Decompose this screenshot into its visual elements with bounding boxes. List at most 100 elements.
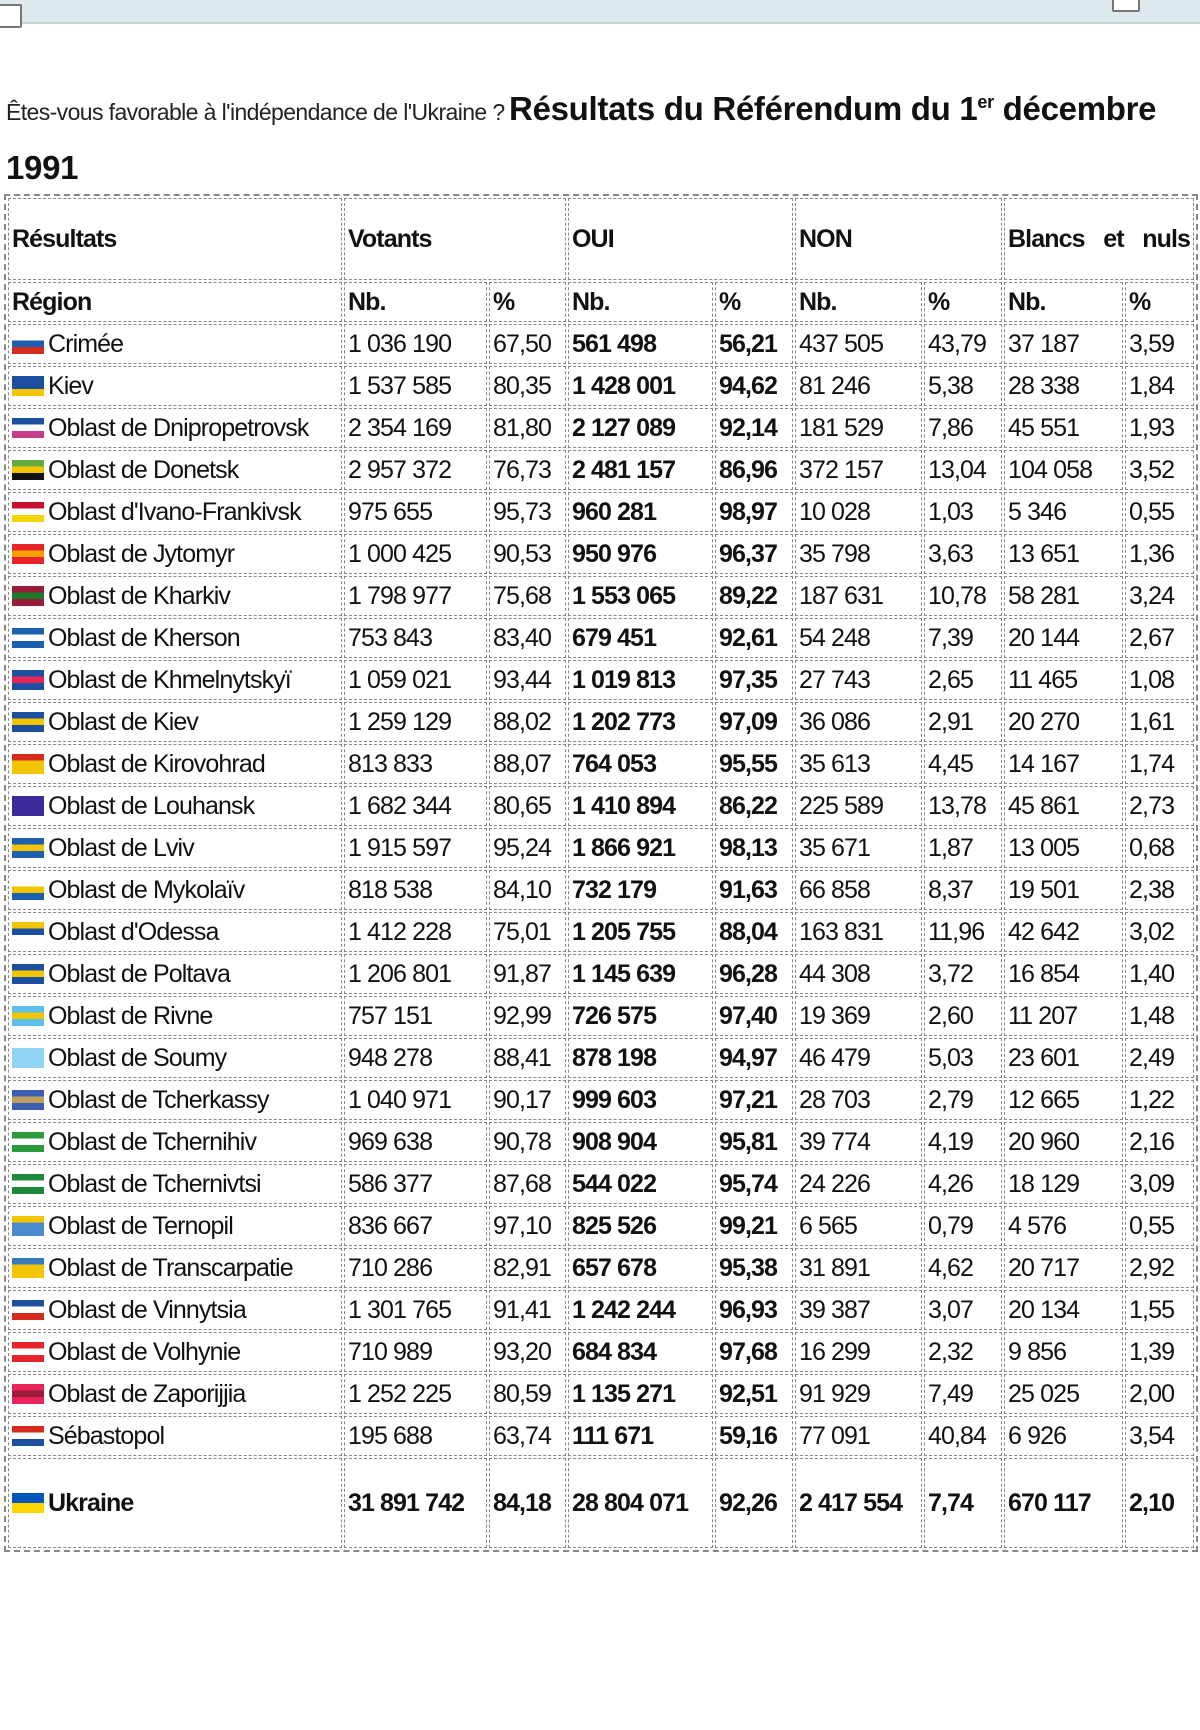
sub-header-4: % — [715, 282, 793, 322]
oui-pct-cell: 94,62 — [715, 366, 793, 406]
blancs-pct-cell: 1,22 — [1125, 1080, 1195, 1120]
oui-pct-cell: 59,16 — [715, 1416, 793, 1456]
table-row: Oblast de Volhynie 710 989 93,20 684 834 97,… — [8, 1332, 1195, 1372]
blancs-pct-cell: 1,39 — [1125, 1332, 1195, 1372]
region-name: Oblast de Zaporijjia — [48, 1380, 246, 1408]
blancs-nb-cell: 11 465 — [1004, 660, 1124, 700]
votants-pct-cell: 88,07 — [489, 744, 566, 784]
flag-icon — [12, 1426, 44, 1446]
region-cell: Oblast d'Ivano-Frankivsk — [8, 492, 342, 532]
blancs-nb-cell: 20 134 — [1004, 1290, 1124, 1330]
oui-pct-cell: 89,22 — [715, 576, 793, 616]
region-name: Oblast de Transcarpatie — [48, 1254, 294, 1282]
votants-nb-cell: 1 252 225 — [344, 1374, 487, 1414]
votants-pct-cell: 80,65 — [489, 786, 566, 826]
heading-pre: Résultats du Référendum du 1 — [509, 90, 978, 127]
region-cell: Oblast de Poltava — [8, 954, 342, 994]
votants-nb-cell: 753 843 — [344, 618, 487, 658]
region-name: Ukraine — [48, 1489, 134, 1517]
blancs-nb-cell: 19 501 — [1004, 870, 1124, 910]
flag-icon — [12, 796, 44, 816]
flag-icon — [12, 670, 44, 690]
left-indent-handle[interactable] — [0, 4, 22, 28]
region-cell: Oblast de Khmelnytskyï — [8, 660, 342, 700]
region-cell: Oblast de Jytomyr — [8, 534, 342, 574]
oui-pct-cell: 98,97 — [715, 492, 793, 532]
votants-nb-cell: 975 655 — [344, 492, 487, 532]
votants-pct-cell: 82,91 — [489, 1248, 566, 1288]
oui-pct-cell: 97,35 — [715, 660, 793, 700]
votants-nb-cell: 1 798 977 — [344, 576, 487, 616]
blancs-nb-cell: 12 665 — [1004, 1080, 1124, 1120]
flag-icon — [12, 502, 44, 522]
region-name: Oblast de Lviv — [48, 834, 195, 862]
sub-header-6: % — [924, 282, 1003, 322]
region-cell: Oblast de Tchernihiv — [8, 1122, 342, 1162]
non-nb-cell: 19 369 — [795, 996, 922, 1036]
oui-nb-cell: 1 242 244 — [568, 1290, 713, 1330]
oui-pct-cell: 96,93 — [715, 1290, 793, 1330]
non-pct-cell: 5,03 — [924, 1038, 1003, 1078]
votants-nb-cell: 1 412 228 — [344, 912, 487, 952]
votants-nb-cell: 1 682 344 — [344, 786, 487, 826]
right-indent-handle[interactable] — [1112, 0, 1140, 12]
votants-nb-cell: 2 957 372 — [344, 450, 487, 490]
region-name: Oblast de Tchernihiv — [48, 1128, 257, 1156]
oui-nb-cell: 999 603 — [568, 1080, 713, 1120]
region-cell: Oblast de Mykolaïv — [8, 870, 342, 910]
blancs-pct-cell: 1,61 — [1125, 702, 1195, 742]
region-cell: Ukraine — [8, 1458, 342, 1548]
blancs-pct-cell: 2,92 — [1125, 1248, 1195, 1288]
oui-nb-cell: 1 145 639 — [568, 954, 713, 994]
non-pct-cell: 1,03 — [924, 492, 1003, 532]
region-cell: Oblast de Tcherkassy — [8, 1080, 342, 1120]
oui-nb-cell: 960 281 — [568, 492, 713, 532]
votants-pct-cell: 67,50 — [489, 324, 566, 364]
flag-icon — [12, 838, 44, 858]
non-nb-cell: 77 091 — [795, 1416, 922, 1456]
blancs-nb-cell: 13 651 — [1004, 534, 1124, 574]
votants-pct-cell: 83,40 — [489, 618, 566, 658]
votants-pct-cell: 90,53 — [489, 534, 566, 574]
region-name: Oblast de Tcherkassy — [48, 1086, 269, 1114]
non-pct-cell: 2,79 — [924, 1080, 1003, 1120]
blancs-nb-cell: 20 270 — [1004, 702, 1124, 742]
document-title: Êtes-vous favorable à l'indépendance de … — [6, 76, 1196, 201]
blancs-pct-cell: 0,55 — [1125, 1206, 1195, 1246]
header-votants: Votants — [344, 198, 566, 280]
votants-pct-cell: 95,24 — [489, 828, 566, 868]
region-name: Oblast de Louhansk — [48, 792, 255, 820]
non-pct-cell: 4,45 — [924, 744, 1003, 784]
votants-nb-cell: 1 036 190 — [344, 324, 487, 364]
table-row: Oblast d'Ivano-Frankivsk 975 655 95,73 960 … — [8, 492, 1195, 532]
flag-icon — [12, 376, 44, 396]
blancs-pct-cell: 3,54 — [1125, 1416, 1195, 1456]
flag-icon — [12, 922, 44, 942]
flag-icon — [12, 418, 44, 438]
table-row: Oblast de Donetsk 2 957 372 76,73 2 481 157… — [8, 450, 1195, 490]
oui-pct-cell: 94,97 — [715, 1038, 793, 1078]
non-nb-cell: 66 858 — [795, 870, 922, 910]
blancs-pct-cell: 2,00 — [1125, 1374, 1195, 1414]
blancs-pct-cell: 2,10 — [1125, 1458, 1195, 1548]
oui-pct-cell: 99,21 — [715, 1206, 793, 1246]
oui-pct-cell: 95,81 — [715, 1122, 793, 1162]
oui-pct-cell: 91,63 — [715, 870, 793, 910]
non-nb-cell: 35 613 — [795, 744, 922, 784]
table-row: Sébastopol 195 688 63,74 111 671 59,16 77 091… — [8, 1416, 1195, 1456]
oui-nb-cell: 950 976 — [568, 534, 713, 574]
non-pct-cell: 1,87 — [924, 828, 1003, 868]
blancs-nb-cell: 670 117 — [1004, 1458, 1124, 1548]
oui-nb-cell: 1 205 755 — [568, 912, 713, 952]
votants-nb-cell: 710 286 — [344, 1248, 487, 1288]
non-nb-cell: 28 703 — [795, 1080, 922, 1120]
blancs-pct-cell: 3,02 — [1125, 912, 1195, 952]
non-nb-cell: 31 891 — [795, 1248, 922, 1288]
flag-icon — [12, 628, 44, 648]
oui-nb-cell: 1 019 813 — [568, 660, 713, 700]
oui-pct-cell: 97,09 — [715, 702, 793, 742]
sub-header-2: % — [489, 282, 566, 322]
blancs-pct-cell: 1,08 — [1125, 660, 1195, 700]
votants-pct-cell: 75,01 — [489, 912, 566, 952]
flag-icon — [12, 712, 44, 732]
